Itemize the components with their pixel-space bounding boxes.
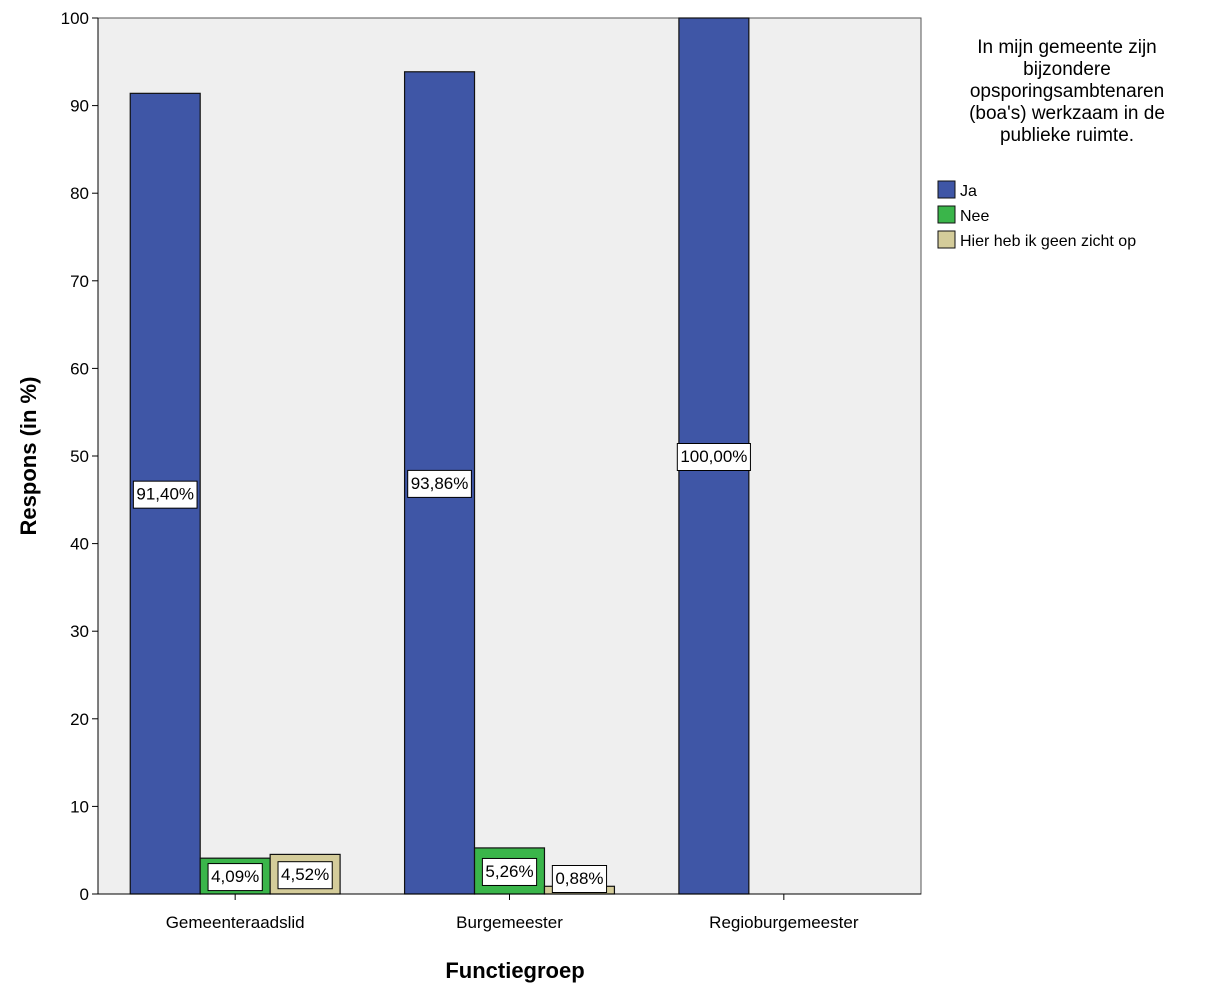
data-label-box [207,863,263,892]
data-label: 100,00% [676,443,751,471]
legend-item: Ja [937,180,977,200]
data-labels: 91,40% 4,09% 4,52% 93,86% 5,26% 0,88% 100,00% [132,443,751,893]
data-label-text: 4,09% [211,867,259,886]
y-axis-title: Respons (in %) [16,377,41,536]
y-tick-label: 10 [70,797,89,816]
data-label-text: 4,52% [281,865,329,884]
data-label-text: 0,88% [555,869,603,888]
y-tick-label: 50 [70,447,89,466]
legend-title-line: (boa's) werkzaam in de [969,103,1165,124]
x-tick-label: Gemeenteraadslid [166,913,305,932]
legend-title-line: In mijn gemeente zijn [977,37,1157,58]
y-tick-label: 80 [70,184,89,203]
y-tick-label: 60 [70,359,89,378]
x-tick-label: Regioburgemeester [709,913,859,932]
data-label-box [481,857,538,886]
x-tick-label: Burgemeester [456,913,563,932]
legend: In mijn gemeente zijnbijzondereopsporing… [937,37,1165,250]
y-tick-label: 70 [70,272,89,291]
legend-swatch [937,180,956,199]
data-label-box [132,480,198,509]
y-tick-label: 30 [70,622,89,641]
data-label: 4,09% [207,863,263,892]
y-axis-ticks: 0 10 20 30 40 50 60 70 80 90 100 [61,9,98,904]
y-tick-label: 90 [70,97,89,116]
data-label-box [407,469,472,498]
legend-swatch [937,205,956,224]
legend-label: Ja [960,183,977,200]
x-axis-title: Functiegroep [445,958,584,983]
data-label-text: 100,00% [680,447,747,466]
data-label-box [277,861,333,890]
data-label: 91,40% [132,480,198,509]
legend-item: Nee [937,205,989,225]
data-label-text: 93,86% [411,474,469,493]
legend-item: Hier heb ik geen zicht op [937,230,1136,250]
data-label: 0,88% [551,865,608,893]
data-label: 93,86% [407,469,472,498]
legend-title-line: publieke ruimte. [1000,125,1134,146]
data-label-box [676,443,751,471]
data-label-text: 5,26% [485,862,533,881]
data-label: 4,52% [277,861,333,890]
y-tick-label: 100 [61,9,89,28]
plot-area [97,17,922,895]
y-tick-label: 20 [70,710,89,729]
data-label-box [551,865,608,893]
x-axis-ticks: Gemeenteraadslid Burgemeester Regioburgeme… [166,894,859,932]
legend-label: Hier heb ik geen zicht op [960,233,1136,250]
data-label-text: 91,40% [136,485,194,504]
legend-title-line: bijzondere [1023,59,1111,80]
legend-swatch [937,230,956,249]
legend-title-line: opsporingsambtenaren [970,81,1164,102]
y-tick-label: 0 [80,885,89,904]
legend-label: Nee [960,208,989,225]
data-label: 5,26% [481,857,538,886]
y-tick-label: 40 [70,535,89,554]
